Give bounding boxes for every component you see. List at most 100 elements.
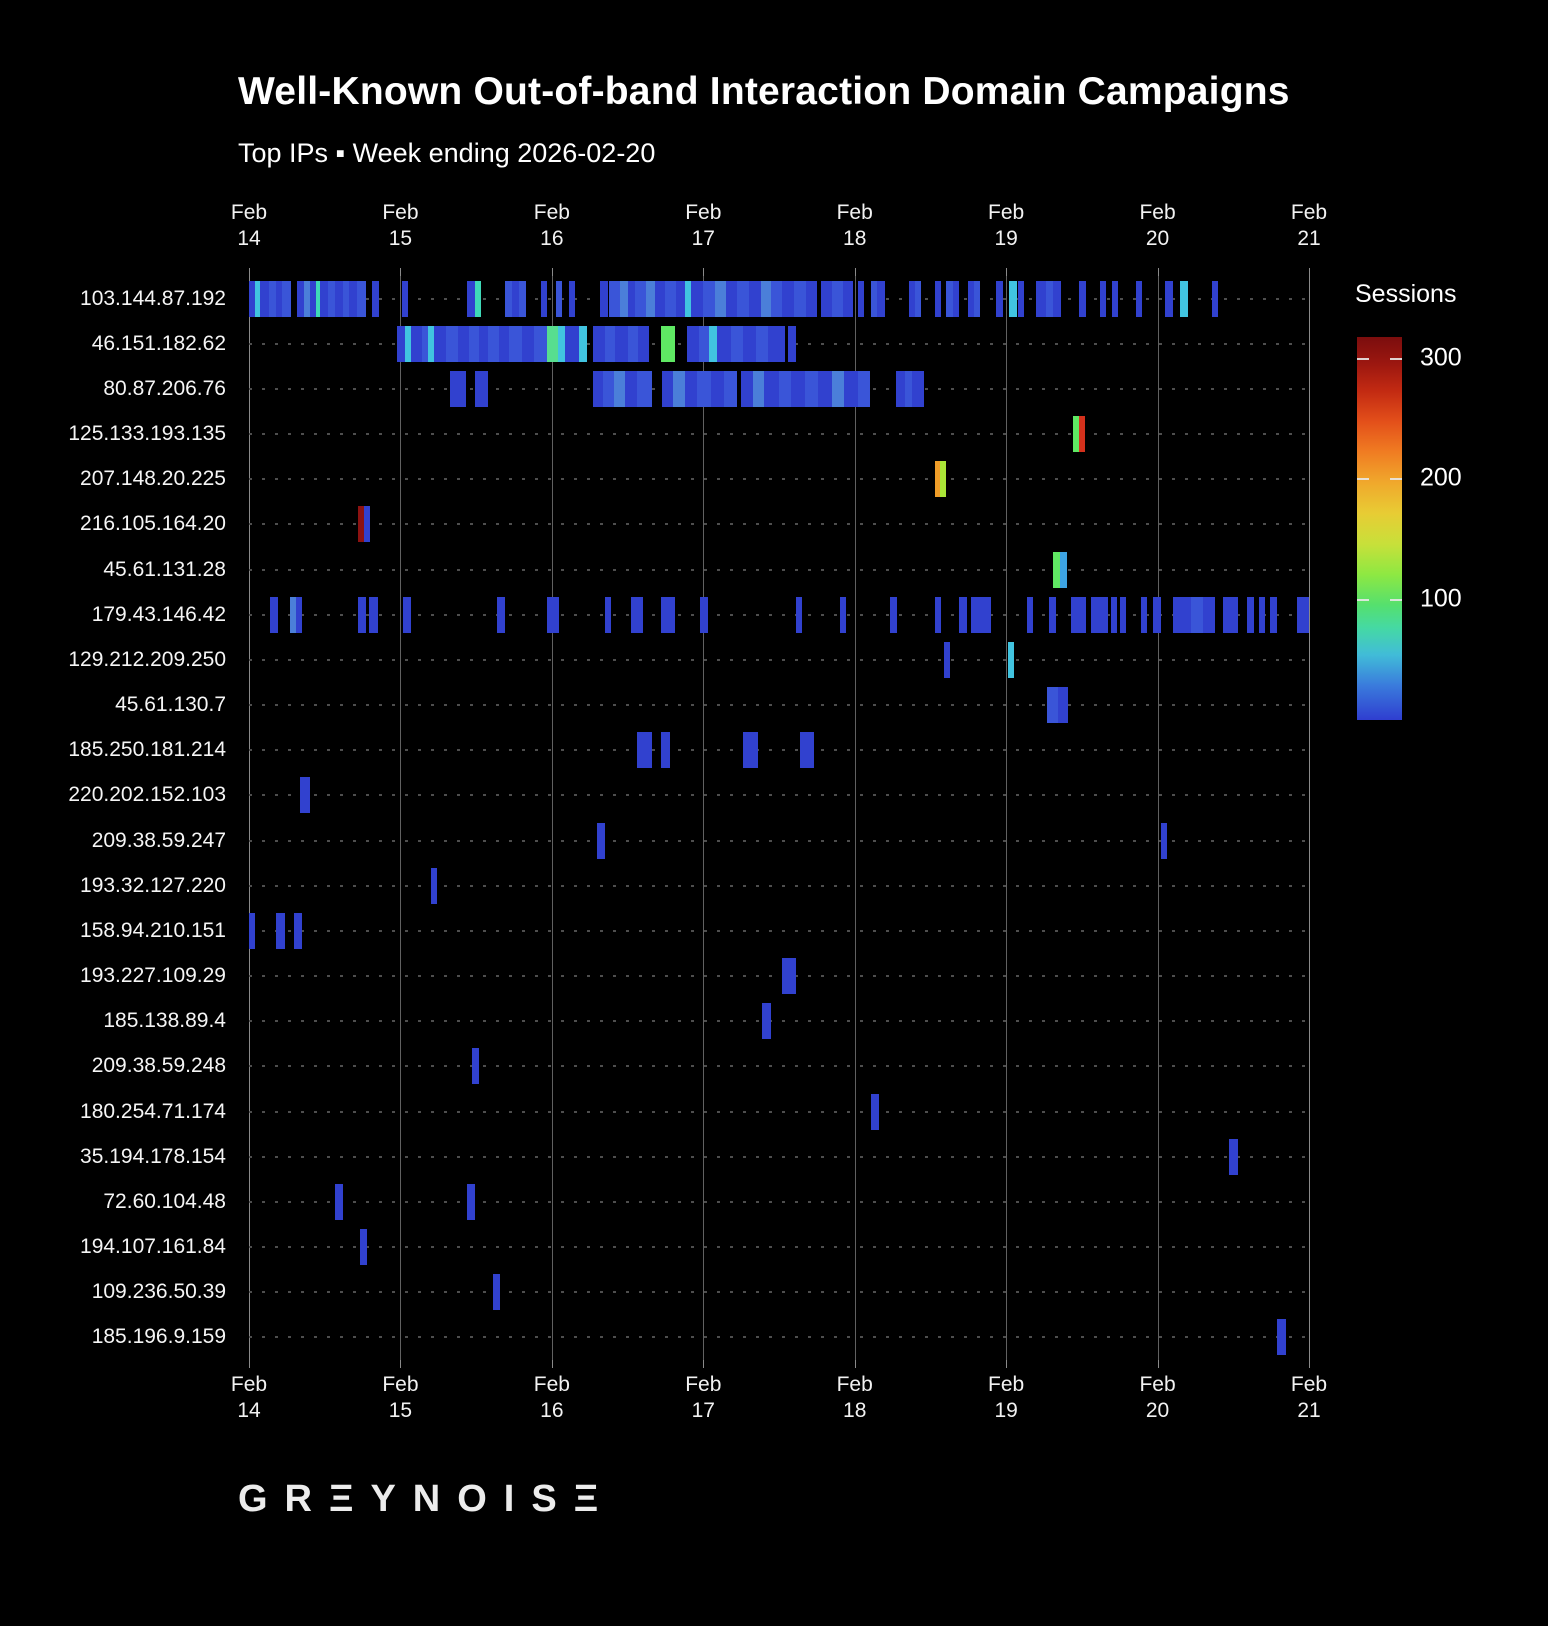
session-cell[interactable] bbox=[467, 280, 475, 317]
session-cell[interactable] bbox=[604, 325, 616, 362]
session-cell[interactable] bbox=[1203, 596, 1216, 633]
session-cell[interactable] bbox=[934, 280, 942, 317]
session-cell[interactable] bbox=[624, 370, 637, 407]
session-cell[interactable] bbox=[315, 280, 322, 317]
session-cell[interactable] bbox=[479, 325, 489, 362]
session-cell[interactable] bbox=[276, 280, 283, 317]
session-cell[interactable] bbox=[1172, 596, 1191, 633]
session-cell[interactable] bbox=[944, 641, 951, 678]
session-cell[interactable] bbox=[839, 596, 846, 633]
session-cell[interactable] bbox=[1277, 1319, 1287, 1356]
session-cell[interactable] bbox=[359, 1229, 368, 1266]
session-cell[interactable] bbox=[1027, 596, 1034, 633]
session-cell[interactable] bbox=[782, 958, 796, 995]
session-cell[interactable] bbox=[660, 596, 675, 633]
session-cell[interactable] bbox=[971, 596, 991, 633]
session-cell[interactable] bbox=[358, 596, 366, 633]
session-cell[interactable] bbox=[818, 370, 832, 407]
session-cell[interactable] bbox=[857, 280, 864, 317]
session-cell[interactable] bbox=[760, 280, 772, 317]
session-cell[interactable] bbox=[636, 370, 652, 407]
session-cell[interactable] bbox=[518, 280, 527, 317]
session-cell[interactable] bbox=[270, 596, 278, 633]
session-cell[interactable] bbox=[609, 280, 620, 317]
heatmap-plot-area[interactable] bbox=[249, 268, 1310, 1368]
session-cell[interactable] bbox=[821, 280, 832, 317]
session-cell[interactable] bbox=[1071, 596, 1087, 633]
session-cell[interactable] bbox=[912, 370, 925, 407]
session-cell[interactable] bbox=[1160, 822, 1167, 859]
session-cell[interactable] bbox=[726, 280, 737, 317]
session-cell[interactable] bbox=[742, 732, 758, 769]
session-cell[interactable] bbox=[268, 280, 277, 317]
session-cell[interactable] bbox=[533, 325, 548, 362]
session-cell[interactable] bbox=[521, 325, 534, 362]
session-cell[interactable] bbox=[488, 325, 499, 362]
session-cell[interactable] bbox=[794, 280, 807, 317]
session-cell[interactable] bbox=[342, 280, 349, 317]
session-cell[interactable] bbox=[889, 596, 898, 633]
session-cell[interactable] bbox=[762, 1003, 772, 1040]
session-cell[interactable] bbox=[1009, 280, 1017, 317]
session-cell[interactable] bbox=[335, 1183, 343, 1220]
session-cell[interactable] bbox=[1165, 280, 1173, 317]
session-cell[interactable] bbox=[547, 596, 560, 633]
session-cell[interactable] bbox=[309, 280, 316, 317]
session-cell[interactable] bbox=[627, 280, 636, 317]
session-cell[interactable] bbox=[703, 280, 716, 317]
session-cell[interactable] bbox=[832, 370, 845, 407]
session-cell[interactable] bbox=[1140, 596, 1147, 633]
session-cell[interactable] bbox=[295, 596, 302, 633]
session-cell[interactable] bbox=[636, 732, 652, 769]
session-cell[interactable] bbox=[1180, 280, 1188, 317]
session-cell[interactable] bbox=[282, 280, 292, 317]
session-cell[interactable] bbox=[795, 596, 802, 633]
session-cell[interactable] bbox=[597, 822, 605, 859]
session-cell[interactable] bbox=[736, 280, 749, 317]
session-cell[interactable] bbox=[832, 280, 843, 317]
session-cell[interactable] bbox=[255, 280, 262, 317]
session-cell[interactable] bbox=[620, 280, 628, 317]
session-cell[interactable] bbox=[1222, 596, 1238, 633]
session-cell[interactable] bbox=[457, 325, 469, 362]
session-cell[interactable] bbox=[403, 596, 412, 633]
session-cell[interactable] bbox=[724, 370, 737, 407]
session-cell[interactable] bbox=[934, 461, 942, 498]
session-cell[interactable] bbox=[630, 596, 643, 633]
session-cell[interactable] bbox=[568, 280, 575, 317]
session-cell[interactable] bbox=[1136, 280, 1143, 317]
session-cell[interactable] bbox=[730, 325, 743, 362]
session-cell[interactable] bbox=[1246, 596, 1255, 633]
session-cell[interactable] bbox=[800, 732, 814, 769]
session-cell[interactable] bbox=[844, 370, 858, 407]
session-cell[interactable] bbox=[806, 280, 817, 317]
session-cell[interactable] bbox=[356, 280, 366, 317]
session-cell[interactable] bbox=[715, 280, 726, 317]
session-cell[interactable] bbox=[335, 280, 343, 317]
session-cell[interactable] bbox=[700, 596, 708, 633]
session-cell[interactable] bbox=[603, 370, 614, 407]
session-cell[interactable] bbox=[660, 325, 675, 362]
session-cell[interactable] bbox=[294, 912, 302, 949]
session-cell[interactable] bbox=[364, 506, 371, 543]
session-cell[interactable] bbox=[1053, 280, 1061, 317]
session-cell[interactable] bbox=[497, 596, 505, 633]
session-cell[interactable] bbox=[1053, 551, 1060, 588]
session-cell[interactable] bbox=[397, 325, 405, 362]
session-cell[interactable] bbox=[509, 325, 522, 362]
session-cell[interactable] bbox=[857, 370, 870, 407]
session-cell[interactable] bbox=[421, 325, 428, 362]
session-cell[interactable] bbox=[1048, 596, 1057, 633]
session-cell[interactable] bbox=[498, 325, 510, 362]
session-cell[interactable] bbox=[358, 506, 365, 543]
session-cell[interactable] bbox=[741, 370, 754, 407]
session-cell[interactable] bbox=[779, 370, 792, 407]
session-cell[interactable] bbox=[791, 370, 805, 407]
session-cell[interactable] bbox=[974, 280, 981, 317]
session-cell[interactable] bbox=[654, 280, 666, 317]
session-cell[interactable] bbox=[468, 325, 480, 362]
session-cell[interactable] bbox=[768, 325, 786, 362]
session-cell[interactable] bbox=[1259, 596, 1266, 633]
session-cell[interactable] bbox=[430, 867, 437, 904]
session-cell[interactable] bbox=[934, 596, 942, 633]
